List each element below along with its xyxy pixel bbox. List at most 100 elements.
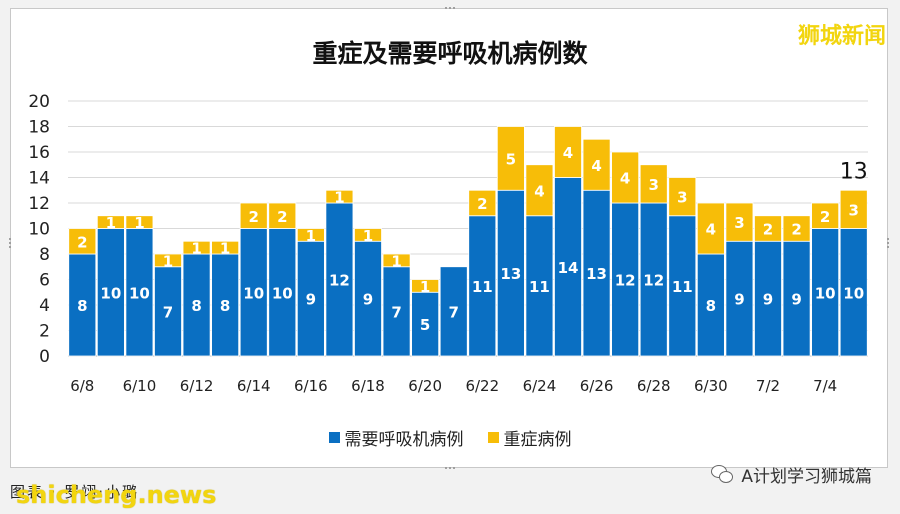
bar-segment bbox=[696, 202, 725, 255]
x-tick-label: 6/26 bbox=[580, 377, 614, 395]
bar-data-label: 1 bbox=[106, 214, 116, 232]
bar-data-label: 2 bbox=[277, 208, 287, 226]
bar-data-label: 2 bbox=[477, 195, 487, 213]
bar-segment bbox=[325, 189, 354, 204]
y-tick-label: 8 bbox=[39, 245, 50, 265]
y-tick-label: 16 bbox=[28, 143, 50, 163]
watermark-wechat-text: A计划学习狮城篇 bbox=[741, 467, 872, 487]
bar-data-label: 2 bbox=[77, 233, 87, 251]
bar-segment bbox=[96, 215, 125, 229]
bar-data-label: 3 bbox=[734, 214, 744, 232]
x-tick-label: 6/20 bbox=[408, 377, 442, 395]
bar-segment bbox=[782, 215, 811, 242]
bar-data-label: 9 bbox=[791, 291, 801, 309]
bar-segment bbox=[639, 164, 668, 204]
total-annotation: 13 bbox=[840, 159, 868, 184]
wechat-icon bbox=[711, 464, 735, 485]
x-tick-label: 6/28 bbox=[637, 377, 671, 395]
bar-data-label: 4 bbox=[591, 157, 601, 175]
resize-handle-top[interactable] bbox=[444, 6, 456, 10]
legend-label-severe: 重症病例 bbox=[503, 430, 572, 450]
legend-swatch-ventilator bbox=[328, 432, 340, 443]
logo: 狮城新闻 bbox=[797, 24, 886, 49]
bar-data-label: 12 bbox=[615, 272, 636, 290]
bar-data-label: 4 bbox=[563, 144, 573, 162]
bar-segment bbox=[639, 202, 668, 357]
bar-data-label: 11 bbox=[472, 278, 493, 296]
legend-item-severe: 重症病例 bbox=[487, 425, 572, 450]
chart-title: 重症及需要呼吸机病例数 bbox=[312, 39, 588, 68]
legend-item-ventilator: 需要呼吸机病例 bbox=[328, 425, 464, 450]
bar-data-label: 2 bbox=[820, 208, 830, 226]
x-tick-label: 6/12 bbox=[180, 377, 214, 395]
bar-segment bbox=[496, 126, 525, 191]
y-tick-label: 6 bbox=[39, 271, 50, 291]
bar-data-label: 1 bbox=[420, 278, 430, 296]
bar-segment bbox=[125, 215, 154, 229]
bar-data-label: 7 bbox=[391, 303, 401, 321]
y-tick-label: 10 bbox=[28, 220, 50, 240]
bar-segment bbox=[154, 266, 182, 357]
bar-data-label: 13 bbox=[500, 265, 521, 283]
bar-data-label: 8 bbox=[191, 297, 201, 315]
bar-segment bbox=[96, 228, 125, 357]
bar-data-label: 2 bbox=[763, 221, 773, 239]
bar-segment bbox=[582, 189, 611, 357]
bar-data-label: 10 bbox=[815, 284, 836, 302]
bar-segment bbox=[582, 138, 611, 191]
y-tick-label: 0 bbox=[39, 347, 50, 367]
bar-segment bbox=[211, 253, 240, 357]
bar-data-label: 1 bbox=[334, 189, 344, 207]
resize-handle-bottom[interactable] bbox=[444, 466, 456, 470]
bar-segment bbox=[325, 202, 354, 357]
resize-handle-left[interactable] bbox=[8, 237, 12, 249]
x-tick-label: 6/22 bbox=[465, 377, 499, 395]
bar-data-label: 10 bbox=[100, 284, 121, 302]
bar-segment bbox=[782, 240, 811, 357]
bar-segment bbox=[839, 228, 868, 357]
bar-segment bbox=[154, 253, 182, 268]
chart-credit: 图表 · 罗翊·小璐 bbox=[10, 483, 140, 501]
bar-segment bbox=[611, 202, 640, 357]
y-tick-label: 2 bbox=[39, 322, 50, 342]
bar-segment bbox=[754, 215, 782, 242]
x-tick-label: 6/14 bbox=[237, 377, 271, 395]
bar-data-label: 1 bbox=[220, 240, 230, 258]
bar-data-label: 5 bbox=[506, 150, 516, 168]
bar-data-label: 11 bbox=[672, 278, 693, 296]
bar-segment bbox=[611, 151, 640, 204]
bar-segment bbox=[754, 240, 782, 357]
bar-data-label: 9 bbox=[734, 291, 744, 309]
y-tick-label: 4 bbox=[39, 296, 50, 316]
bar-segment bbox=[811, 202, 840, 229]
bar-data-label: 9 bbox=[363, 291, 373, 309]
x-tick-label: 6/8 bbox=[70, 377, 94, 395]
bar-segment bbox=[411, 279, 440, 293]
bar-data-label: 1 bbox=[163, 252, 173, 270]
x-tick-label: 7/2 bbox=[756, 377, 780, 395]
x-tick-label: 6/18 bbox=[351, 377, 385, 395]
bar-data-label: 8 bbox=[220, 297, 230, 315]
bar-segment bbox=[668, 215, 697, 357]
bar-data-label: 4 bbox=[620, 170, 630, 188]
bar-segment bbox=[411, 291, 440, 357]
bar-data-label: 5 bbox=[420, 316, 430, 334]
bar-segment bbox=[811, 228, 840, 357]
bar-segment bbox=[554, 177, 582, 357]
bar-segment bbox=[525, 164, 554, 217]
bar-data-label: 10 bbox=[272, 284, 293, 302]
legend-swatch-severe bbox=[487, 432, 499, 443]
bar-data-label: 4 bbox=[534, 182, 544, 200]
bar-segment bbox=[525, 215, 554, 357]
resize-handle-right[interactable] bbox=[886, 237, 890, 249]
bar-segment bbox=[354, 228, 382, 242]
y-tick-label: 12 bbox=[28, 194, 50, 214]
legend: 需要呼吸机病例 重症病例 bbox=[0, 425, 900, 450]
bar-data-label: 1 bbox=[134, 214, 144, 232]
watermark-wechat: A计划学习狮城篇 bbox=[711, 462, 872, 487]
bar-segment bbox=[696, 253, 725, 357]
bar-segment bbox=[839, 189, 868, 229]
bar-data-label: 2 bbox=[248, 208, 258, 226]
bar-data-label: 3 bbox=[677, 189, 687, 207]
